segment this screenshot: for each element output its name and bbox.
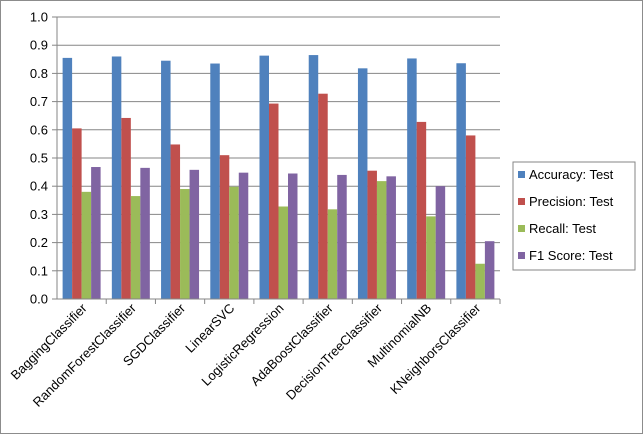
bar	[121, 117, 131, 300]
bar	[189, 169, 200, 299]
category-label: LogisticRegression	[198, 301, 286, 389]
y-tick-label: 0.8	[30, 66, 48, 81]
legend-label: Accuracy: Test	[529, 167, 614, 182]
bar	[72, 128, 82, 299]
y-tick-label: 0.6	[30, 122, 48, 137]
legend-swatch	[518, 252, 525, 259]
bar	[238, 172, 249, 299]
bar	[465, 135, 476, 299]
bar	[91, 167, 101, 299]
legend-label: Recall: Test	[529, 221, 596, 236]
category-label: KNeighborsClassifier	[387, 300, 484, 397]
y-tick-label: 0.4	[30, 179, 48, 194]
bar	[367, 170, 377, 299]
bar	[327, 209, 338, 299]
y-tick-label: 0.5	[30, 151, 48, 166]
y-tick-label: 1.0	[30, 10, 48, 25]
y-tick-label: 0.3	[30, 207, 48, 222]
bar	[318, 93, 328, 299]
legend-swatch	[518, 198, 525, 205]
legend-swatch	[518, 225, 525, 232]
bar	[229, 186, 239, 299]
bar	[170, 144, 181, 299]
bar	[140, 167, 150, 299]
bar	[180, 189, 190, 299]
bar	[259, 55, 269, 299]
y-tick-label: 0.0	[30, 292, 48, 307]
y-tick-label: 0.7	[30, 94, 48, 109]
legend-label: Precision: Test	[529, 194, 614, 209]
bar	[111, 56, 122, 300]
legend-swatch	[518, 171, 525, 178]
bar	[62, 57, 73, 299]
bar	[278, 206, 288, 299]
bar	[219, 155, 230, 299]
bar	[210, 63, 220, 299]
bar	[456, 63, 466, 299]
legend: Accuracy: Test Precision: Test Recall: Tes…	[512, 161, 636, 271]
bar	[161, 60, 171, 300]
bar	[475, 263, 485, 299]
bar	[308, 55, 319, 299]
legend-box	[512, 161, 636, 271]
bars	[62, 55, 495, 300]
bar	[81, 191, 92, 299]
legend-label: F1 Score: Test	[529, 248, 613, 263]
bar	[269, 103, 279, 299]
bar	[416, 121, 427, 300]
bar	[337, 174, 347, 299]
bar	[435, 186, 446, 299]
y-tick-label: 0.9	[30, 38, 48, 53]
y-tick-label: 0.2	[30, 235, 48, 250]
bar	[288, 173, 298, 299]
bar	[426, 216, 436, 299]
category-label: DecisionTreeClassifier	[283, 300, 386, 403]
bar	[130, 196, 141, 299]
y-tick-label: 0.1	[30, 263, 48, 278]
bar	[407, 58, 417, 300]
bar	[484, 241, 495, 299]
category-label: AdaBoostClassifier	[248, 300, 337, 389]
bar	[376, 181, 387, 299]
bar	[386, 176, 396, 299]
bar	[357, 68, 368, 299]
